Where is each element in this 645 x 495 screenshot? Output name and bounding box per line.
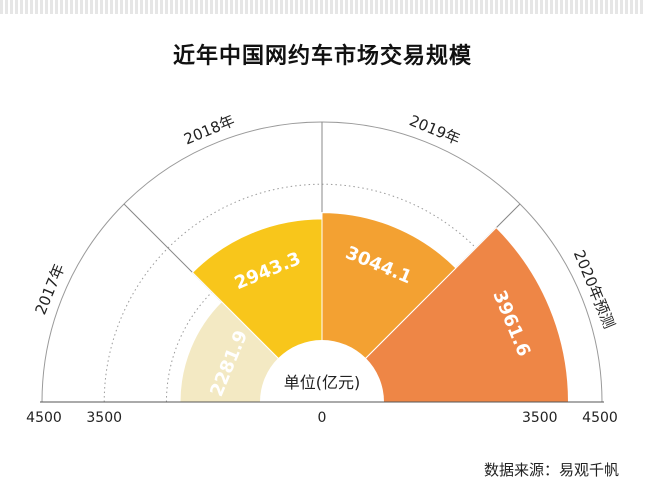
chart-title: 近年中国网约车市场交易规模 xyxy=(172,44,472,69)
bar-4 xyxy=(320,226,570,403)
axis-tick-label-1: 4500 xyxy=(26,410,62,426)
data-source: 数据来源：易观千帆 xyxy=(483,461,619,479)
axis-tick-label-5: 4500 xyxy=(582,410,618,426)
category-label-2: 2018年 xyxy=(181,111,237,148)
category-label-3: 2019年 xyxy=(407,111,463,148)
axis-tick-label-3: 0 xyxy=(318,410,327,426)
decorative-top-band xyxy=(0,0,645,14)
axis-tick-label-4: 3500 xyxy=(522,410,558,426)
axis-tick-label-2: 3500 xyxy=(86,410,122,426)
category-label-4: 2020年预测 xyxy=(570,247,618,331)
unit-label: 单位(亿元) xyxy=(284,373,361,392)
category-label-1: 2017年 xyxy=(31,261,68,317)
